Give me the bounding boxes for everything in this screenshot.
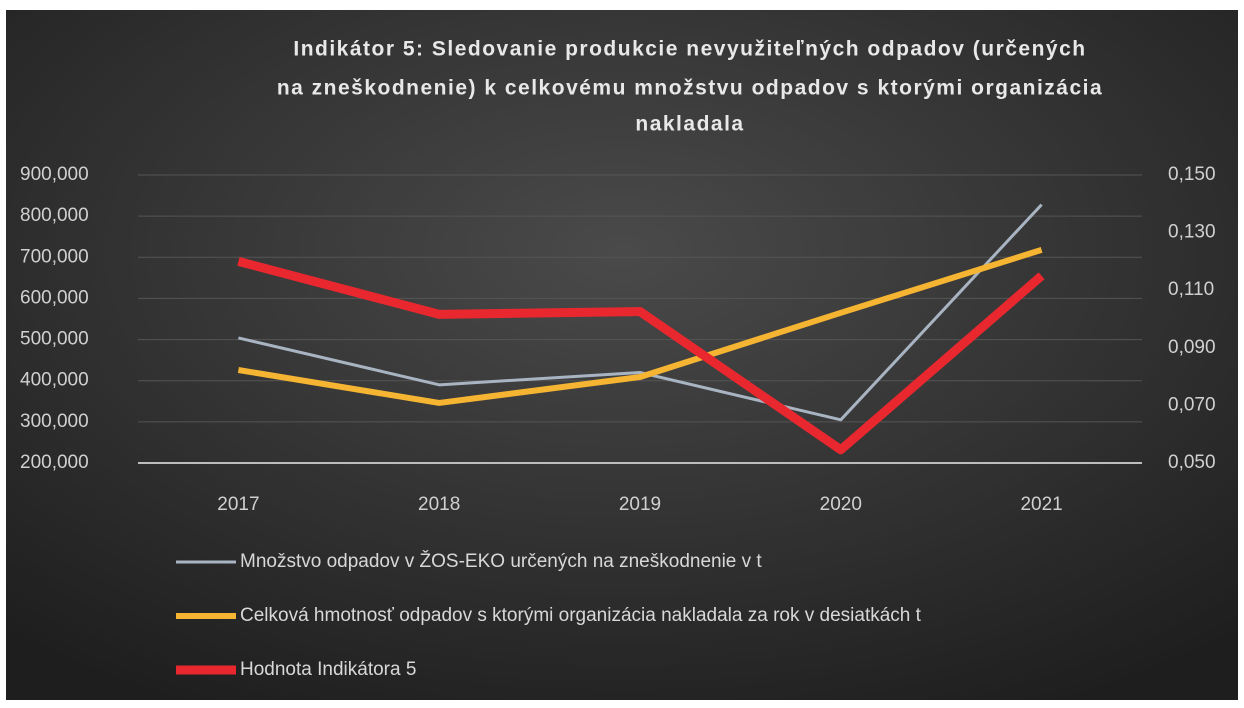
x-tick-label: 2017 <box>217 494 259 515</box>
chart-title: nakladala <box>635 113 744 136</box>
y2-tick-label: 0,050 <box>1168 452 1216 473</box>
y-tick-label: 900,000 <box>20 164 89 185</box>
y-tick-label: 600,000 <box>20 287 89 308</box>
x-tick-label: 2018 <box>418 494 460 515</box>
y2-tick-label: 0,090 <box>1168 337 1216 358</box>
y2-tick-label: 0,070 <box>1168 394 1216 415</box>
y-tick-label: 700,000 <box>20 246 89 267</box>
y-tick-label: 200,000 <box>20 452 89 473</box>
x-tick-label: 2019 <box>619 494 661 515</box>
y-tick-label: 500,000 <box>20 329 89 350</box>
background <box>6 10 1238 700</box>
chart-title: Indikátor 5: Sledovanie produkcie nevyuž… <box>293 38 1086 61</box>
series-line <box>237 257 1045 455</box>
y-tick-label: 800,000 <box>20 205 89 226</box>
y2-tick-label: 0,130 <box>1168 222 1216 243</box>
x-tick-label: 2021 <box>1020 494 1062 515</box>
legend-label: Hodnota Indikátora 5 <box>240 659 416 680</box>
y2-tick-label: 0,110 <box>1168 279 1214 300</box>
x-tick-label: 2020 <box>820 494 862 515</box>
y-tick-label: 300,000 <box>20 411 89 432</box>
y-tick-label: 400,000 <box>20 370 89 391</box>
legend-label: Celková hmotnosť odpadov s ktorými organ… <box>240 605 922 626</box>
legend-label: Množstvo odpadov v ŽOS-EKO určených na z… <box>240 550 762 572</box>
y2-tick-label: 0,150 <box>1168 164 1216 185</box>
chart-title: na zneškodnenie) k celkovému množstvu od… <box>277 77 1103 100</box>
series-line <box>238 203 1043 422</box>
series-line <box>237 247 1043 406</box>
